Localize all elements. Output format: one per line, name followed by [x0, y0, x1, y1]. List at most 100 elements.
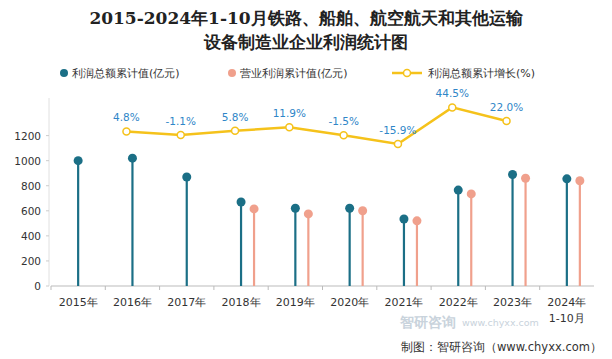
lollipop-head	[304, 209, 313, 218]
text-line: 设备制造业企业利润统计图	[203, 32, 408, 52]
x-tick	[431, 286, 432, 290]
legend-swatch	[228, 69, 236, 77]
y-tick-label: 800	[21, 180, 41, 192]
lollipop-head	[182, 172, 191, 181]
lollipop-stem	[457, 190, 459, 286]
line-marker	[340, 132, 347, 139]
y-tick-label: 1000	[14, 155, 41, 167]
x-tick-label: 2015年	[59, 296, 98, 309]
lollipop-head	[345, 204, 354, 213]
line-marker	[123, 128, 130, 135]
lollipop-head	[508, 170, 517, 179]
lollipop-head	[467, 189, 476, 198]
plot-area	[74, 104, 585, 286]
legend-label: 利润总额累计值(亿元)	[72, 67, 180, 80]
text-line: 2023年	[493, 296, 532, 309]
line-marker	[286, 124, 293, 131]
lollipop-stem	[349, 208, 351, 286]
data-labels: 4.8%-1.1%5.8%11.9%-1.5%-15.9%44.5%22.0%	[113, 87, 523, 136]
y-tick	[46, 286, 49, 287]
lollipop-stem	[566, 179, 568, 286]
watermark: 智研咨询	[399, 314, 456, 330]
lollipop-head	[128, 154, 137, 163]
lollipop-head	[74, 156, 83, 165]
lollipop-head	[237, 198, 246, 207]
text-line: 2017年	[167, 296, 206, 309]
y-tick	[46, 160, 49, 161]
y-tick	[46, 185, 49, 186]
data-label: 11.9%	[273, 107, 306, 119]
x-tick-label: 2022年	[439, 296, 478, 309]
lollipop-head	[250, 204, 259, 213]
x-tick	[322, 286, 323, 290]
data-label: 22.0%	[490, 101, 523, 113]
lollipop-head	[575, 176, 584, 185]
lollipop-stem	[416, 221, 418, 286]
data-label: -1.5%	[328, 115, 358, 127]
lollipop-stem	[579, 181, 581, 286]
line-marker	[394, 141, 401, 148]
y-tick	[46, 135, 49, 136]
lollipop-stem	[253, 209, 255, 286]
legend-swatch	[60, 69, 68, 77]
x-tick-label: 2019年	[276, 296, 315, 309]
lollipop-stem	[307, 214, 309, 286]
lollipop-stem	[403, 219, 405, 286]
lollipop-stem	[511, 174, 513, 286]
text-line: 2018年	[222, 296, 261, 309]
y-axis-line	[49, 98, 50, 286]
lollipop-stem	[294, 208, 296, 286]
legend-label: 营业利润累计值(亿元)	[240, 67, 348, 80]
line-marker	[232, 127, 239, 134]
lollipop-stem	[240, 202, 242, 286]
y-tick	[46, 235, 49, 236]
watermark: www.chyxx.com	[462, 317, 539, 328]
x-tick	[268, 286, 269, 290]
line-marker	[449, 104, 456, 111]
x-tick	[51, 286, 52, 290]
data-label: 4.8%	[113, 111, 140, 123]
x-tick	[539, 286, 540, 290]
y-tick	[46, 210, 49, 211]
text-line: 1-10月	[549, 312, 585, 325]
lollipop-head	[521, 174, 530, 183]
y-tick-label: 1200	[14, 130, 41, 142]
lollipop-head	[399, 214, 408, 223]
x-tick-label: 2018年	[222, 296, 261, 309]
x-tick-label: 2023年	[493, 296, 532, 309]
lollipop-head	[291, 204, 300, 213]
x-tick-label: 2024年 1-10月	[547, 296, 586, 325]
lollipop-stem	[186, 177, 188, 286]
source-note: 制图：智研咨询（www.chyxx.com）	[401, 340, 602, 354]
lollipop-head	[562, 174, 571, 183]
text-line: 2020年	[330, 296, 369, 309]
x-tick	[485, 286, 486, 290]
x-tick-label: 2016年	[113, 296, 152, 309]
lollipop-stem	[524, 178, 526, 286]
text-line: 2019年	[276, 296, 315, 309]
text-line: 2015年	[59, 296, 98, 309]
text-line: 2024年	[547, 296, 586, 309]
lollipop-head	[454, 186, 463, 195]
lollipop-head	[358, 206, 367, 215]
data-label: 5.8%	[222, 111, 249, 123]
text-line: 2015-2024年1-10月铁路、船舶、航空航天和其他运输	[89, 8, 523, 28]
x-tick	[213, 286, 214, 290]
y-tick-label: 400	[21, 230, 41, 242]
lollipop-stem	[470, 194, 472, 286]
growth-line	[126, 107, 506, 144]
legend-label: 利润总额累计增长(%)	[428, 67, 535, 80]
x-tick	[105, 286, 106, 290]
lollipop-stem	[77, 161, 79, 286]
y-tick-label: 0	[34, 280, 41, 292]
x-tick-label: 2020年	[330, 296, 369, 309]
x-tick	[376, 286, 377, 290]
lollipop-head	[412, 216, 421, 225]
y-tick	[46, 260, 49, 261]
y-tick-label: 600	[21, 205, 41, 217]
chart: 2015-2024年1-10月铁路、船舶、航空航天和其他运输设备制造业企业利润统…	[0, 0, 612, 359]
y-tick-label: 200	[21, 255, 41, 267]
data-label: -1.1%	[166, 115, 196, 127]
text-line: 2022年	[439, 296, 478, 309]
title: 2015-2024年1-10月铁路、船舶、航空航天和其他运输设备制造业企业利润统…	[89, 8, 523, 52]
